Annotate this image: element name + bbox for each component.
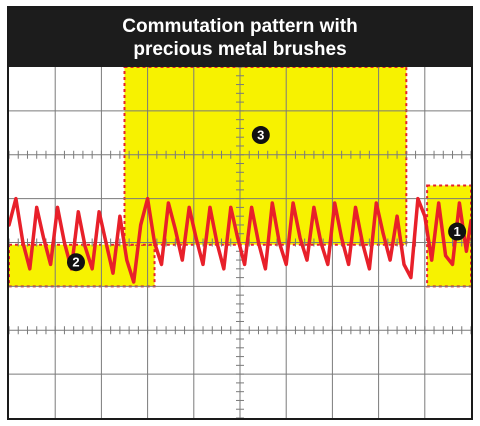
- marker-circle: [448, 222, 467, 241]
- plot-area: 1 2 3: [9, 67, 471, 418]
- marker-label: 1: [454, 224, 461, 239]
- oscilloscope-display: Commutation pattern with precious metal …: [7, 6, 473, 420]
- title-bar: Commutation pattern with precious metal …: [9, 8, 471, 67]
- marker-1-badge: 1: [448, 222, 467, 241]
- chart-title-line-2: precious metal brushes: [133, 38, 347, 60]
- marker-circle: [66, 253, 85, 272]
- callout-markers: 1 2 3: [66, 126, 467, 272]
- marker-2-badge: 2: [66, 253, 85, 272]
- marker-label: 3: [257, 128, 264, 143]
- marker-3-badge: 3: [251, 126, 270, 145]
- signal-trace: [9, 196, 471, 284]
- marker-label: 2: [72, 255, 79, 270]
- marker-circle: [251, 126, 270, 145]
- trace-series-1: [9, 196, 471, 284]
- chart-title-line-1: Commutation pattern with: [122, 15, 358, 37]
